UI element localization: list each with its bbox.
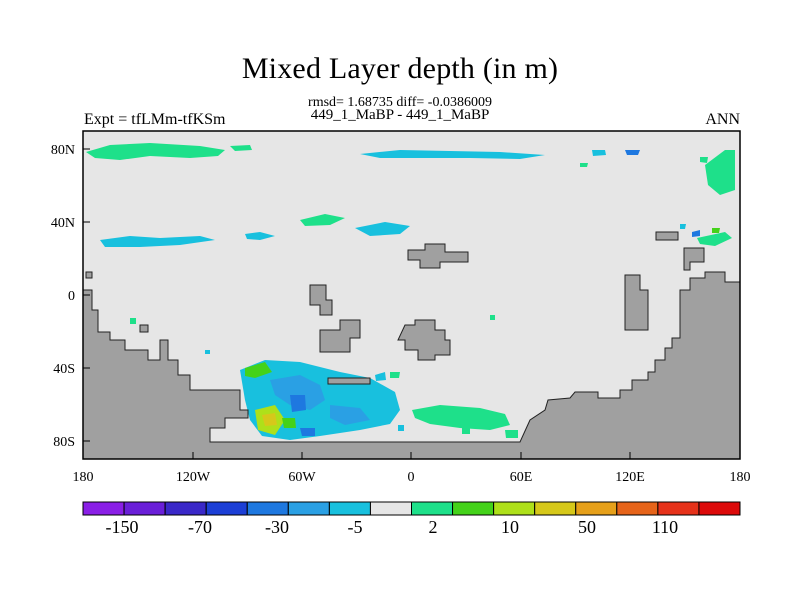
- colorbar-label: -150: [106, 517, 139, 537]
- colorbar-swatch: [411, 501, 454, 516]
- colorbar-swatch: [657, 501, 700, 516]
- experiment-label: Expt = tfLMm-tfKSm: [84, 111, 226, 128]
- colorbar-label: 50: [578, 517, 596, 537]
- anomaly-patch: [100, 236, 215, 247]
- anomaly-patches: [86, 143, 735, 440]
- anomaly-patch: [580, 163, 588, 167]
- anomaly-patch: [355, 222, 410, 236]
- land-mass: [397, 319, 451, 361]
- anomaly-patch: [412, 405, 510, 430]
- anomaly-patch: [262, 413, 277, 426]
- anomaly-patch: [300, 428, 315, 436]
- lat-tick-label: 0: [68, 289, 75, 304]
- anomaly-patch: [692, 230, 700, 237]
- anomaly-patch: [330, 405, 370, 425]
- colorbar-swatch: [369, 501, 413, 516]
- anomaly-patch: [705, 150, 735, 195]
- lon-tick-label: 0: [408, 470, 415, 485]
- anomaly-patch: [505, 430, 518, 438]
- colorbar-swatch: [205, 501, 248, 516]
- anomaly-patch: [697, 232, 732, 246]
- anomaly-patch: [86, 143, 225, 160]
- anomaly-patch: [680, 224, 686, 229]
- colorbar: [82, 501, 741, 516]
- colorbar-swatch: [452, 501, 495, 516]
- anomaly-patch: [712, 228, 720, 233]
- axis-ticks: [82, 148, 741, 459]
- anomaly-patch: [700, 157, 708, 163]
- land-mass: [309, 284, 333, 316]
- anomaly-patch: [290, 395, 306, 412]
- lon-tick-label: 120W: [176, 470, 211, 485]
- anomaly-patch: [375, 372, 386, 381]
- colorbar-swatch: [616, 501, 659, 516]
- colorbar-swatch: [493, 501, 536, 516]
- anomaly-patch: [360, 150, 545, 159]
- land-mass: [82, 271, 741, 460]
- colorbar-label: 2: [429, 517, 438, 537]
- lat-tick-label: 40S: [53, 362, 75, 377]
- land-mass: [407, 243, 469, 269]
- colorbar-swatch: [575, 501, 618, 516]
- plot-title: Mixed Layer depth (in m): [241, 52, 559, 85]
- anomaly-patch: [390, 372, 400, 378]
- colorbar-label: 10: [501, 517, 519, 537]
- land-masses: [82, 231, 741, 460]
- colorbar-swatch: [164, 501, 207, 516]
- lat-tick-label: 40N: [51, 216, 75, 231]
- colorbar-swatch: [698, 501, 741, 516]
- colorbar-swatch: [123, 501, 166, 516]
- land-mass: [683, 247, 705, 271]
- lat-tick-label: 80N: [51, 143, 75, 158]
- anomaly-patch: [245, 232, 275, 240]
- anomaly-patch: [398, 425, 404, 431]
- lon-tick-label: 120E: [615, 470, 645, 485]
- colorbar-label: -5: [348, 517, 363, 537]
- colorbar-swatch: [534, 501, 577, 516]
- colorbar-label: -70: [188, 517, 212, 537]
- anomaly-patch: [245, 362, 272, 378]
- lon-tick-label: 180: [730, 470, 751, 485]
- land-mass: [139, 324, 149, 333]
- stats-line: rmsd= 1.68735 diff= -0.0386009: [308, 95, 492, 110]
- anomaly-patch: [490, 315, 495, 320]
- anomaly-patch: [282, 418, 296, 428]
- colorbar-swatch: [82, 501, 125, 516]
- anomaly-patch: [462, 428, 470, 434]
- lat-tick-label: 80S: [53, 435, 75, 450]
- anomaly-patch: [205, 350, 210, 354]
- anomaly-patch: [592, 150, 606, 156]
- lon-tick-label: 180: [73, 470, 94, 485]
- land-mass: [655, 231, 679, 241]
- anomaly-patch: [300, 214, 345, 226]
- lon-tick-label: 60W: [288, 470, 316, 485]
- anomaly-patch: [625, 150, 640, 155]
- anomaly-patch: [270, 375, 325, 410]
- anomaly-patch: [130, 318, 136, 324]
- land-mass: [327, 377, 371, 385]
- season-label: ANN: [705, 111, 740, 128]
- colorbar-swatch: [287, 501, 330, 516]
- land-mass: [624, 274, 649, 331]
- colorbar-label: 110: [652, 517, 678, 537]
- anomaly-patch: [230, 145, 252, 151]
- case-line: 449_1_MaBP - 449_1_MaBP: [310, 107, 490, 123]
- land-mass: [85, 271, 93, 279]
- land-mass: [319, 319, 361, 353]
- colorbar-swatch: [328, 501, 371, 516]
- colorbar-label: -30: [265, 517, 289, 537]
- colorbar-swatch: [246, 501, 289, 516]
- lon-tick-label: 60E: [510, 470, 533, 485]
